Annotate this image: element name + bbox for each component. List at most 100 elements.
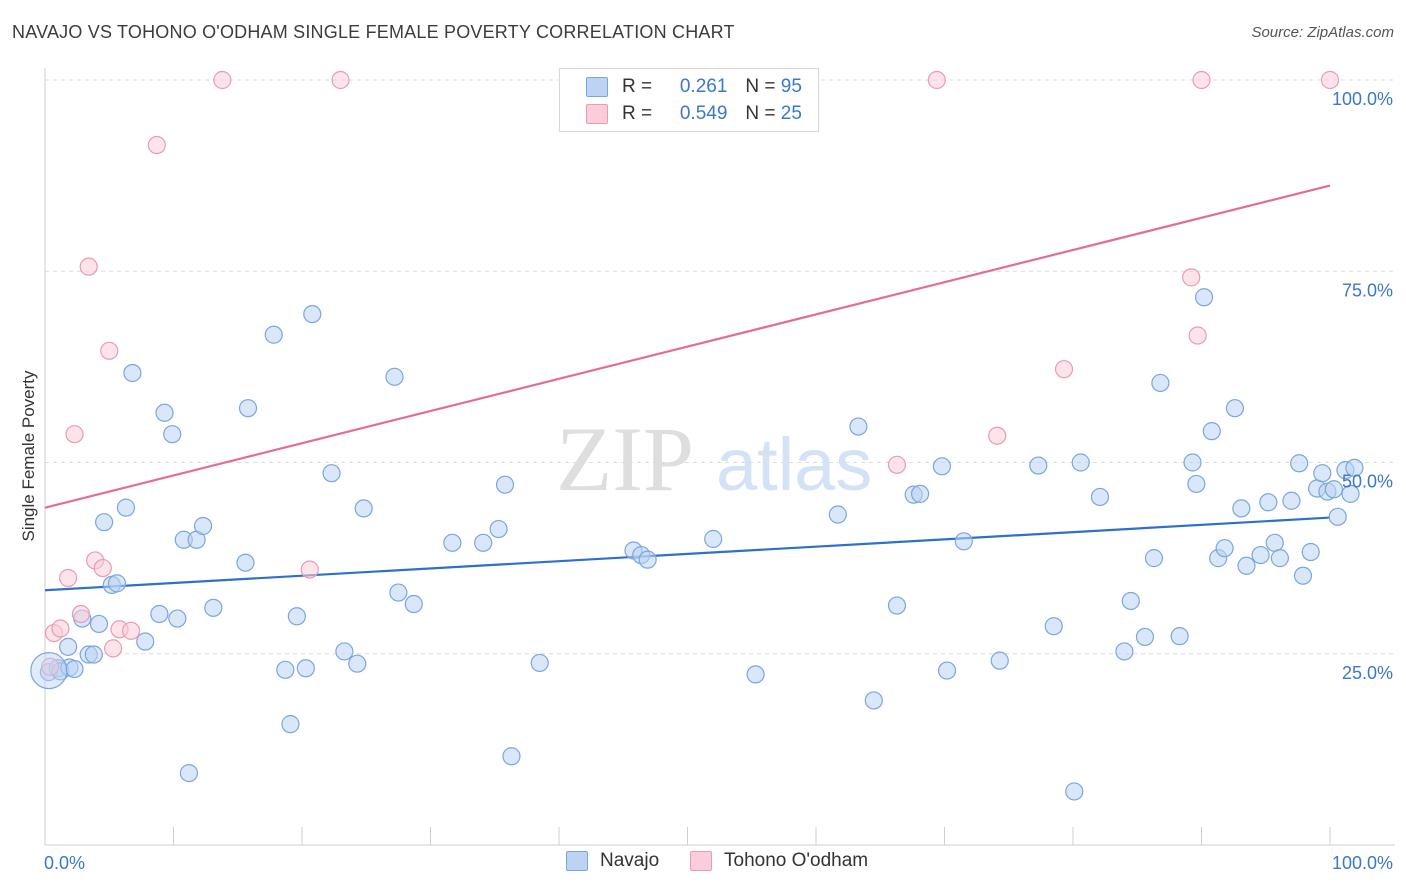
navajo-point	[59, 637, 78, 656]
navajo-point	[638, 550, 657, 569]
source-label: Source: ZipAtlas.com	[1251, 24, 1394, 41]
navajo-point	[502, 747, 521, 766]
tohono-swatch	[586, 104, 608, 124]
navajo-point	[107, 574, 127, 593]
y-tick-label: 25.0%	[1342, 663, 1393, 683]
navajo-point	[1202, 422, 1221, 441]
navajo-point	[932, 457, 952, 476]
y-tick-label: 75.0%	[1342, 280, 1393, 300]
tohono-point	[1188, 326, 1207, 345]
chart-title: NAVAJO VS TOHONO O'ODHAM SINGLE FEMALE P…	[12, 22, 735, 42]
navajo-point	[1115, 642, 1134, 661]
stats-legend: R = 0.261 N = 95 R = 0.549 N = 25	[559, 68, 819, 132]
navajo-point	[1290, 454, 1309, 473]
navajo-point	[354, 499, 373, 518]
navajo-point	[136, 632, 155, 651]
navajo-point	[1029, 456, 1048, 475]
tohono-point	[331, 70, 350, 90]
tohono-point	[988, 426, 1007, 445]
tohono-point	[100, 341, 119, 360]
navajo-point	[84, 645, 103, 664]
navajo-point	[1121, 591, 1140, 611]
navajo-point	[1328, 507, 1347, 526]
navajo-point	[1194, 288, 1214, 307]
navajo-point	[95, 513, 114, 532]
navajo-point	[443, 533, 462, 552]
legend-item-tohono[interactable]: Tohono O'odham	[690, 850, 868, 872]
navajo-point	[236, 553, 255, 572]
navajo-point	[1324, 480, 1343, 499]
navajo-point	[1144, 549, 1164, 568]
navajo-point	[1187, 474, 1206, 494]
navajo-point	[1170, 627, 1189, 646]
navajo-point	[385, 367, 404, 386]
tohono-point	[79, 257, 98, 276]
navajo-point	[168, 609, 187, 628]
navajo-point	[322, 464, 341, 483]
navajo-point	[1341, 484, 1360, 503]
navajo-point	[530, 653, 549, 673]
tohono-point	[65, 425, 84, 444]
tohono-point	[41, 657, 60, 676]
tohono-point	[59, 568, 78, 588]
legend-n-label: N =	[745, 76, 776, 97]
legend-n-value: 95	[780, 76, 802, 97]
tohono-trendline	[44, 184, 1331, 509]
navajo-point	[990, 651, 1009, 670]
navajo-point	[1259, 493, 1278, 512]
navajo-point	[1065, 782, 1084, 801]
tohono-point	[121, 621, 141, 640]
tohono-point	[300, 560, 319, 579]
navajo-point	[150, 604, 169, 624]
y-axis-title: Single Female Poverty	[19, 370, 38, 542]
navajo-point	[1071, 453, 1090, 472]
y-tick-label: 100.0%	[1332, 89, 1393, 109]
navajo-point	[65, 659, 84, 679]
navajo-point	[89, 614, 109, 634]
x-tick-label: 100.0%	[1332, 853, 1393, 873]
tohono-point	[1320, 70, 1340, 90]
legend-r-value: 0.549	[679, 103, 728, 124]
navajo-point	[296, 659, 315, 678]
navajo-point	[264, 325, 283, 344]
navajo-point	[123, 363, 142, 383]
tohono-point	[104, 639, 123, 658]
navajo-point	[1301, 542, 1320, 562]
legend-r-label: R =	[622, 103, 653, 124]
x-tick-label: 0.0%	[44, 853, 85, 873]
navajo-point	[1293, 566, 1313, 585]
navajo-point	[954, 532, 973, 551]
navajo-point	[828, 505, 847, 524]
tohono-point	[1182, 268, 1201, 287]
legend-item-navajo[interactable]: Navajo	[566, 850, 659, 872]
navajo-point	[1215, 539, 1234, 558]
tohono-point	[213, 70, 232, 90]
navajo-trendline	[44, 516, 1331, 592]
navajo-point	[1270, 549, 1289, 568]
legend-label-tohono: Tohono O'odham	[724, 850, 869, 871]
navajo-point	[887, 596, 907, 615]
navajo-point	[1044, 617, 1063, 636]
navajo-point	[1090, 487, 1110, 507]
navajo-point	[404, 594, 423, 614]
navajo-point	[116, 498, 136, 517]
navajo-point	[1183, 453, 1202, 472]
navajo-point	[1265, 533, 1284, 552]
navajo-point	[1282, 491, 1301, 510]
navajo-point	[1225, 399, 1245, 418]
tohono-point	[71, 604, 91, 624]
navajo-point	[204, 598, 223, 617]
navajo-point	[489, 519, 508, 539]
navajo-point	[1237, 556, 1256, 575]
navajo-point	[335, 642, 354, 661]
tohono-point	[51, 619, 70, 638]
navajo-point	[30, 651, 68, 690]
navajo-point	[238, 399, 258, 418]
navajo-point	[937, 661, 957, 680]
navajo-point	[193, 516, 213, 536]
navajo-swatch	[566, 851, 588, 871]
navajo-point	[163, 425, 182, 444]
navajo-swatch	[586, 77, 608, 97]
navajo-point	[474, 533, 493, 552]
